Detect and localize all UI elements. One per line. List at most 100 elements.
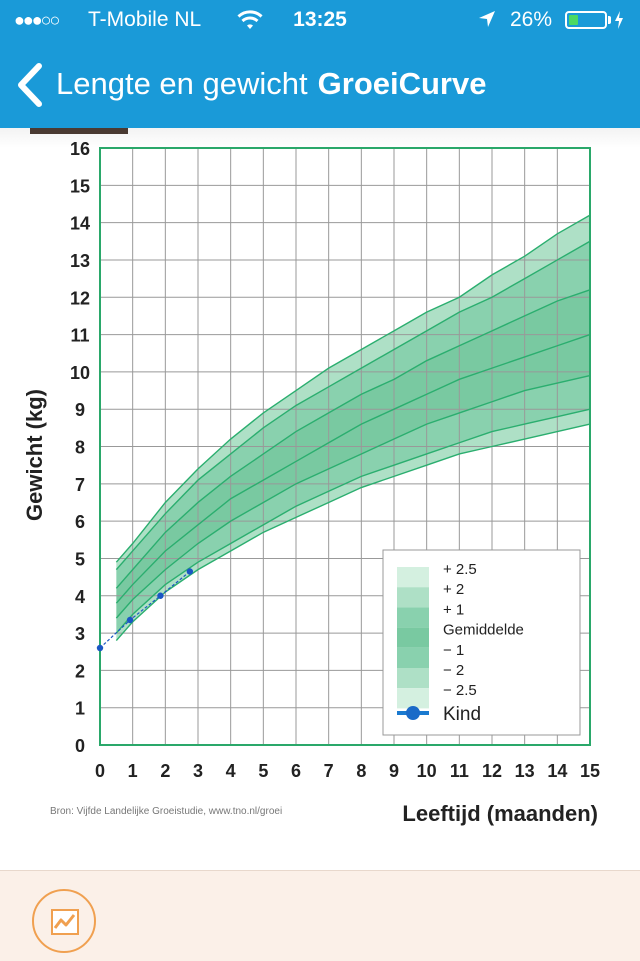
curve-3 — [115, 333, 591, 604]
x-tick-label: 12 — [482, 761, 502, 781]
x-tick-label: 6 — [291, 761, 301, 781]
header-shadow — [0, 128, 640, 148]
signal-strength-icon: ●●●○○ — [14, 10, 60, 30]
legend-swatch — [397, 607, 429, 628]
y-tick-label: 5 — [75, 549, 85, 569]
y-tick-label: 6 — [75, 512, 85, 532]
legend-kind-label: Kind — [443, 704, 481, 725]
carrier-name: T-Mobile NL — [88, 8, 202, 31]
y-tick-label: 1 — [75, 699, 85, 719]
x-tick-label: 2 — [160, 761, 170, 781]
curve-2 — [115, 289, 591, 589]
legend-label: Gemiddelde — [443, 622, 524, 639]
y-tick-label: 11 — [70, 326, 89, 346]
chevron-left-icon[interactable] — [14, 62, 44, 108]
kind-line — [99, 571, 191, 649]
page-title-regular: Lengte en gewicht — [56, 66, 308, 101]
y-tick-label: 3 — [75, 624, 85, 644]
x-tick-label: 9 — [389, 761, 399, 781]
y-tick-label: 12 — [70, 288, 90, 308]
legend-label: − 2 — [443, 662, 464, 679]
growth-chart-tab-button[interactable] — [32, 889, 96, 953]
percentile-bands — [116, 215, 590, 641]
band-2 — [116, 241, 590, 589]
legend-label: + 1 — [443, 601, 464, 618]
legend-label: − 1 — [443, 642, 464, 659]
x-tick-label: 13 — [515, 761, 535, 781]
band-5 — [116, 375, 590, 634]
x-tick-label: 10 — [417, 761, 437, 781]
battery-icon — [565, 11, 607, 29]
band-4 — [116, 334, 590, 619]
growth-chart-icon — [51, 909, 79, 935]
legend-label: + 2.5 — [443, 561, 477, 578]
profile-photo-strip — [30, 128, 128, 134]
x-tick-label: 5 — [258, 761, 268, 781]
clock: 13:25 — [293, 8, 347, 31]
curve-5 — [115, 408, 591, 634]
battery-level — [569, 15, 578, 25]
x-tick-label: 1 — [128, 761, 138, 781]
curve-4 — [115, 374, 591, 619]
legend-kind-marker — [406, 706, 420, 720]
kind-point — [126, 616, 134, 624]
y-tick-label: 14 — [70, 214, 90, 234]
kind-point — [186, 568, 194, 575]
percentile-curves — [115, 214, 591, 641]
battery-percentage: 26% — [510, 8, 553, 31]
x-tick-label: 7 — [324, 761, 334, 781]
y-tick-label: 9 — [75, 400, 85, 420]
legend-swatch — [397, 627, 429, 648]
y-tick-label: 0 — [75, 736, 85, 756]
legend-label: − 2.5 — [443, 682, 477, 699]
x-tick-label: 3 — [193, 761, 203, 781]
legend-swatch — [397, 587, 429, 608]
page-title-bold: GroeiCurve — [317, 66, 487, 101]
bottom-tab-bar — [0, 870, 640, 961]
kind-point — [157, 592, 164, 599]
source-note: Bron: Vijfde Landelijke Groeistudie, www… — [50, 806, 282, 817]
y-tick-label: 10 — [70, 363, 90, 383]
x-axis-title: Leeftijd (maanden) — [402, 801, 598, 826]
y-tick-label: 7 — [75, 475, 85, 495]
status-bar: ●●●○○ T-Mobile NL 13:25 26% — [0, 0, 640, 40]
legend-swatch — [397, 688, 429, 709]
x-tick-label: 15 — [580, 761, 600, 781]
y-tick-label: 4 — [75, 587, 85, 607]
band-3 — [116, 289, 590, 604]
x-tick-label: 11 — [450, 761, 469, 781]
x-tick-label: 0 — [95, 761, 105, 781]
x-tick-label: 14 — [547, 761, 567, 781]
y-tick-label: 2 — [75, 661, 85, 681]
wifi-icon — [237, 10, 263, 29]
y-axis-title: Gewicht (kg) — [22, 389, 47, 521]
battery-cap — [608, 16, 611, 24]
curve-1 — [115, 240, 591, 571]
x-tick-label: 4 — [226, 761, 236, 781]
kind-point — [96, 644, 104, 652]
charging-bolt-icon — [615, 11, 623, 29]
page-title: Lengte en gewicht GroeiCurve — [56, 64, 486, 104]
top-bar: ●●●○○ T-Mobile NL 13:25 26% Lengte en ge… — [0, 0, 640, 128]
legend-swatch — [397, 668, 429, 689]
curve-0 — [115, 214, 591, 563]
y-tick-label: 16 — [70, 139, 90, 159]
band-6 — [116, 409, 590, 641]
chart-legend: + 2.5 + 2 + 1 Gemiddelde − 1 − 2 − 2.5 Kind — [382, 549, 581, 736]
location-arrow-icon — [479, 11, 495, 27]
legend-swatch — [397, 567, 429, 588]
x-tick-labels: 0 1 2 3 4 5 6 7 8 9 10 11 12 13 14 15 — [95, 761, 600, 781]
plot-frame — [99, 147, 591, 746]
y-tick-label: 13 — [70, 251, 90, 271]
legend-swatch — [397, 647, 429, 668]
legend-label: + 2 — [443, 581, 464, 598]
x-tick-label: 8 — [356, 761, 366, 781]
kind-series — [96, 568, 194, 652]
navigation-bar: Lengte en gewicht GroeiCurve — [0, 40, 640, 128]
y-tick-label: 8 — [75, 438, 85, 458]
y-tick-label: 15 — [70, 176, 90, 196]
growth-chart: 0 1 2 3 4 5 6 7 8 9 10 11 12 13 14 15 01234567891011121… — [22, 139, 600, 826]
curve-6 — [115, 423, 591, 641]
band-1 — [116, 215, 590, 570]
